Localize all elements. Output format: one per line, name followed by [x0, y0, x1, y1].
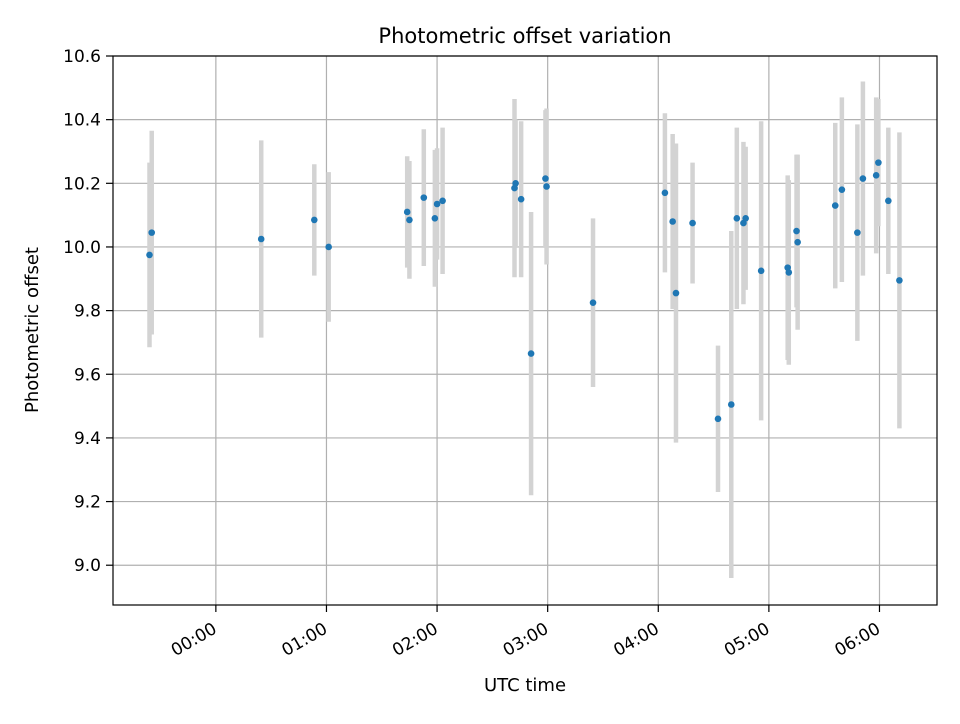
data-point: [512, 180, 519, 187]
data-point: [543, 183, 550, 190]
data-point: [757, 267, 765, 275]
data-point: [325, 243, 332, 251]
chart-title: Photometric offset variation: [378, 24, 671, 48]
y-axis-label: Photometric offset: [22, 247, 43, 413]
data-point: [517, 195, 525, 203]
data-point: [527, 350, 535, 357]
data-point: [542, 175, 549, 182]
data-point: [714, 415, 722, 423]
data-point: [793, 227, 800, 235]
data-point: [439, 197, 446, 205]
data-point: [148, 229, 156, 236]
data-point: [669, 218, 676, 225]
data-point: [733, 215, 741, 222]
data-point: [146, 251, 153, 259]
data-point: [310, 216, 318, 224]
data-point: [859, 175, 867, 182]
data-point: [785, 269, 793, 276]
y-axis-ticks: 9.0 9.2 9.4 9.6 9.8 10.0 10.2 10.4 10.6: [63, 47, 113, 576]
y-tick-label: 9.0: [74, 556, 101, 576]
data-point: [406, 216, 413, 224]
y-tick-label: 10.0: [63, 238, 101, 258]
data-points: [146, 159, 903, 423]
data-point: [672, 289, 680, 297]
y-tick-label: 10.4: [63, 111, 101, 131]
data-point: [727, 401, 735, 408]
data-point: [831, 202, 839, 209]
y-tick-label: 10.2: [63, 174, 101, 194]
data-point: [433, 200, 441, 208]
data-point: [589, 299, 597, 306]
data-point: [854, 229, 861, 236]
y-tick-label: 10.6: [63, 47, 101, 67]
data-point: [257, 235, 265, 243]
data-point: [896, 277, 903, 284]
data-point: [689, 219, 696, 227]
x-axis-label: UTC time: [484, 675, 566, 696]
y-tick-label: 9.2: [74, 493, 101, 513]
data-point: [872, 172, 880, 179]
y-tick-label: 9.4: [74, 429, 101, 449]
data-point: [794, 238, 801, 246]
data-point: [403, 208, 411, 216]
data-point: [661, 189, 669, 197]
data-point: [838, 186, 846, 193]
y-tick-label: 9.8: [74, 302, 101, 322]
data-point: [742, 215, 749, 222]
y-tick-label: 9.6: [74, 365, 101, 385]
data-point: [431, 215, 439, 222]
plot-frame: [112, 55, 938, 606]
data-point: [875, 159, 882, 166]
data-point: [885, 197, 892, 205]
data-point: [420, 194, 428, 201]
